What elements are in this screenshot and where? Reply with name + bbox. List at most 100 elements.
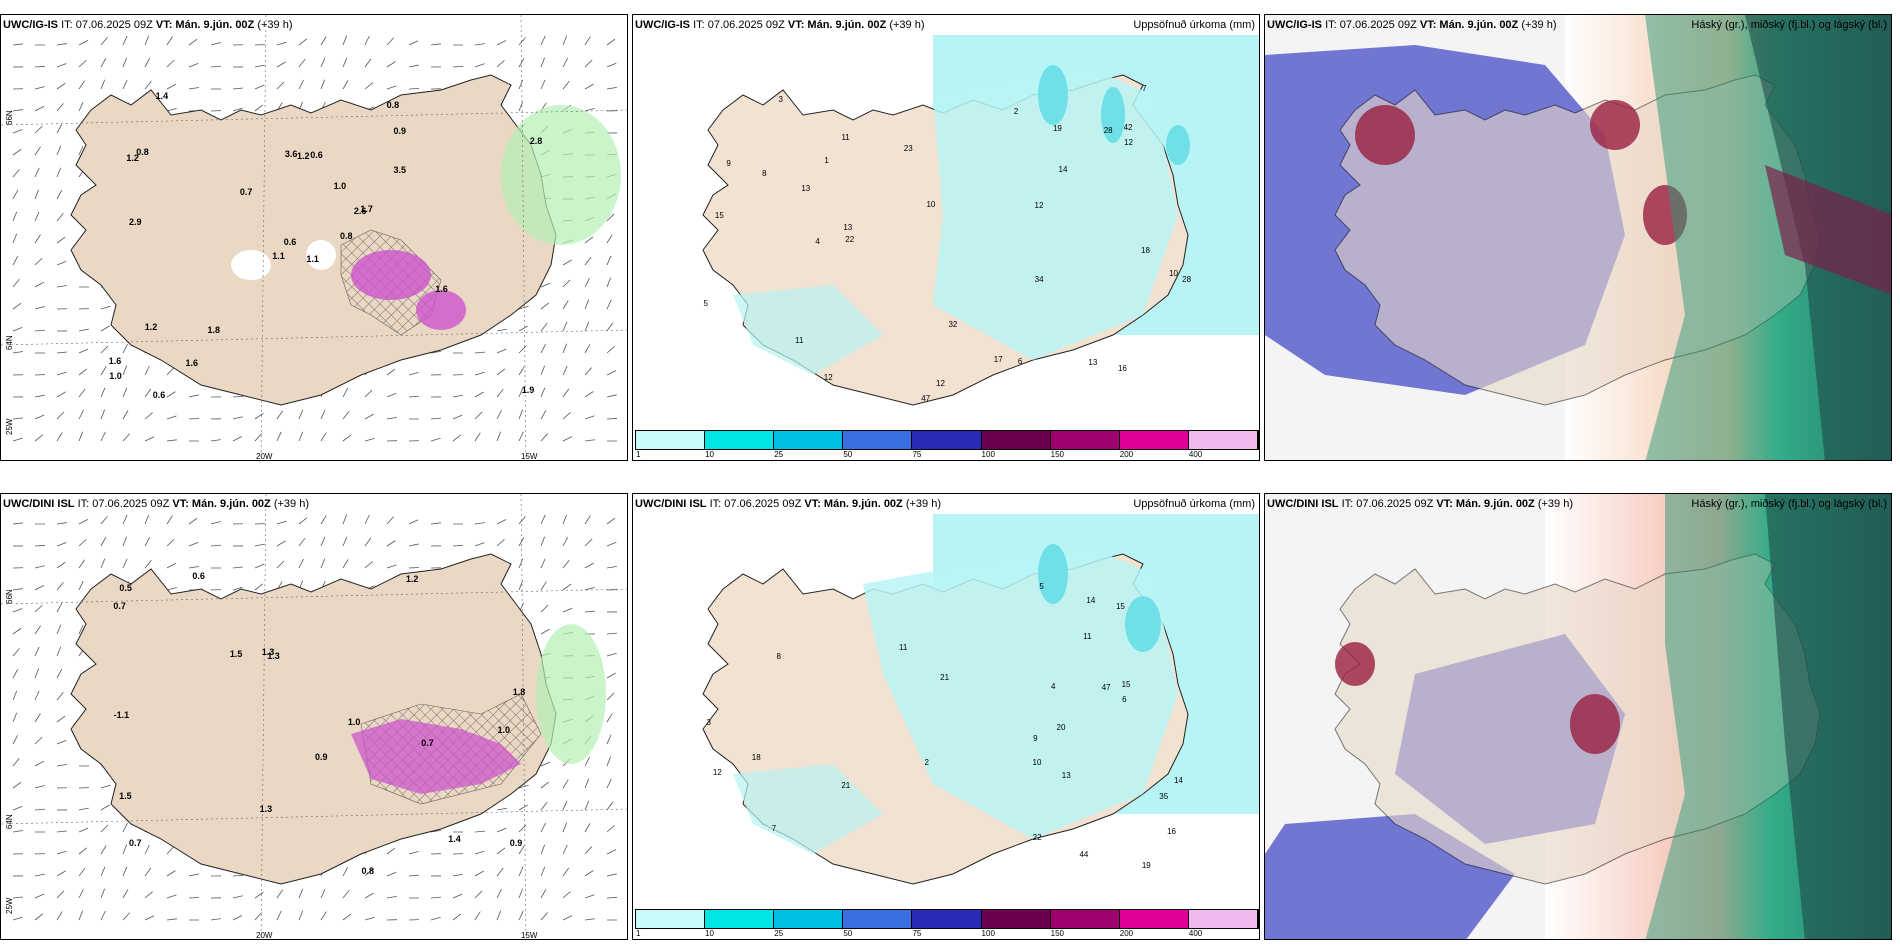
- panel-title: UWC/DINI ISL IT: 07.06.2025 09Z VT: Mán.…: [635, 498, 942, 510]
- colorbar-segment: [1188, 431, 1258, 449]
- colorbar-tick: 100: [981, 929, 995, 938]
- panel-dini-precip: UWC/DINI ISL IT: 07.06.2025 09Z VT: Mán.…: [632, 493, 1260, 940]
- value-label: 0.6: [192, 570, 205, 581]
- colorbar-segment: [705, 431, 775, 449]
- value-label: 0.9: [393, 125, 407, 136]
- colorbar-tick: 400: [1188, 929, 1203, 938]
- map-svg: [1, 494, 627, 939]
- value-label: 0.6: [310, 150, 323, 161]
- value-label: 1.2: [126, 153, 139, 164]
- colorbar-segment: [843, 431, 913, 449]
- value-label: -1.1: [113, 710, 130, 721]
- value-label: 0.6: [283, 237, 297, 248]
- cloud-map-svg: [1265, 494, 1891, 939]
- value-label: 0.8: [361, 865, 374, 876]
- value-label: 13: [1088, 357, 1098, 367]
- value-label: 17: [993, 355, 1003, 365]
- value-label: 47: [921, 394, 931, 404]
- value-label: 15: [1115, 601, 1125, 611]
- value-label: 35: [1159, 791, 1169, 801]
- colorbar-tick: 150: [1050, 929, 1065, 938]
- value-label: 12: [1124, 137, 1134, 147]
- value-label: 14: [1174, 776, 1183, 786]
- colorbar-ticks: 1 10 25 50 75 100 150 200 400: [635, 450, 1257, 460]
- value-label: 5: [703, 299, 708, 309]
- value-label: 32: [948, 320, 958, 330]
- colorbar-segment: [774, 910, 844, 928]
- value-label: 18: [1141, 245, 1150, 255]
- colorbar-tick: 10: [705, 929, 715, 938]
- panel-title: UWC/DINI ISL IT: 07.06.2025 09Z VT: Mán.…: [3, 498, 310, 510]
- lon-label-15w: 15W: [521, 452, 538, 461]
- value-label: 0.7: [128, 837, 142, 848]
- value-label: 7: [771, 824, 777, 834]
- value-label: 4: [1050, 681, 1056, 691]
- colorbar-segment: [912, 431, 982, 449]
- colorbar-tick: 75: [912, 450, 922, 459]
- value-label: 8: [762, 168, 767, 178]
- value-label: 0.7: [113, 600, 126, 611]
- value-label: 3: [778, 94, 783, 104]
- colorbar-tick: 25: [774, 929, 784, 938]
- colorbar-segment: [705, 910, 775, 928]
- colorbar-segment: [843, 910, 913, 928]
- value-label: 6: [1017, 357, 1023, 367]
- value-label: 1.0: [497, 724, 511, 735]
- lon-label-20w: 20W: [256, 931, 273, 940]
- cloud-map-svg: [1265, 15, 1891, 460]
- map-svg: [702, 514, 1259, 885]
- value-label: 10: [1032, 758, 1042, 768]
- lat-label-64: 64N: [5, 335, 14, 350]
- value-label: 1: [824, 156, 829, 166]
- value-label: 1.6: [185, 357, 199, 368]
- value-label: 1.3: [259, 804, 273, 815]
- value-label: 21: [940, 672, 950, 682]
- value-label: 1.2: [144, 322, 158, 333]
- colorbar-tick: 75: [912, 929, 922, 938]
- value-label: 19: [1052, 124, 1062, 134]
- value-label: 1.5: [119, 790, 132, 801]
- value-label: 16: [1117, 364, 1127, 374]
- value-label: 1.2: [296, 150, 310, 161]
- value-label: 4: [815, 236, 820, 246]
- colorbar-tick: 200: [1119, 929, 1134, 938]
- value-label: 12: [823, 372, 833, 382]
- value-label: 14: [1058, 165, 1068, 175]
- value-label: 1.0: [347, 717, 361, 728]
- value-label: 5: [1039, 582, 1044, 592]
- value-label: 28: [1182, 275, 1192, 285]
- panel-title: UWC/IG-IS IT: 07.06.2025 09Z VT: Mán. 9.…: [3, 19, 293, 31]
- value-label: 11: [795, 336, 804, 346]
- value-label: 14: [1086, 595, 1096, 605]
- lat-label-66: 66N: [5, 110, 14, 125]
- colorbar-segment: [774, 431, 844, 449]
- value-label: 1.8: [207, 325, 221, 335]
- value-label: 0.9: [509, 837, 523, 848]
- lon-label-15w: 15W: [521, 931, 538, 940]
- panel-title: UWC/DINI ISL IT: 07.06.2025 09Z VT: Mán.…: [1267, 498, 1574, 510]
- value-label: 12: [936, 378, 945, 388]
- value-label: 1.7: [360, 203, 373, 214]
- value-label: 18: [751, 752, 761, 762]
- value-label: 3: [706, 718, 711, 728]
- colorbar-segment: [912, 910, 982, 928]
- colorbar-tick: 150: [1050, 450, 1065, 459]
- colorbar-segment: [636, 431, 706, 449]
- value-label: 3.5: [393, 164, 406, 175]
- colorbar-tick: 25: [774, 450, 784, 459]
- lon-label-20w: 20W: [256, 452, 273, 461]
- value-label: 1.5: [229, 649, 243, 659]
- value-label: 11: [899, 643, 908, 653]
- value-label: 16: [1167, 826, 1176, 836]
- value-label: 22: [845, 234, 855, 244]
- colorbar-tick: 10: [705, 450, 715, 459]
- colorbar-tick: 50: [843, 450, 853, 459]
- value-label: 11: [1083, 632, 1092, 642]
- value-label: 13: [801, 184, 811, 194]
- panel-right-title: Uppsöfnuð úrkoma (mm): [1133, 19, 1255, 31]
- value-label: 9: [726, 159, 731, 169]
- value-label: 1.1: [272, 251, 285, 262]
- precip-colorbar: [635, 909, 1259, 929]
- value-label: 13: [1061, 770, 1071, 780]
- value-label: 28: [1103, 125, 1113, 135]
